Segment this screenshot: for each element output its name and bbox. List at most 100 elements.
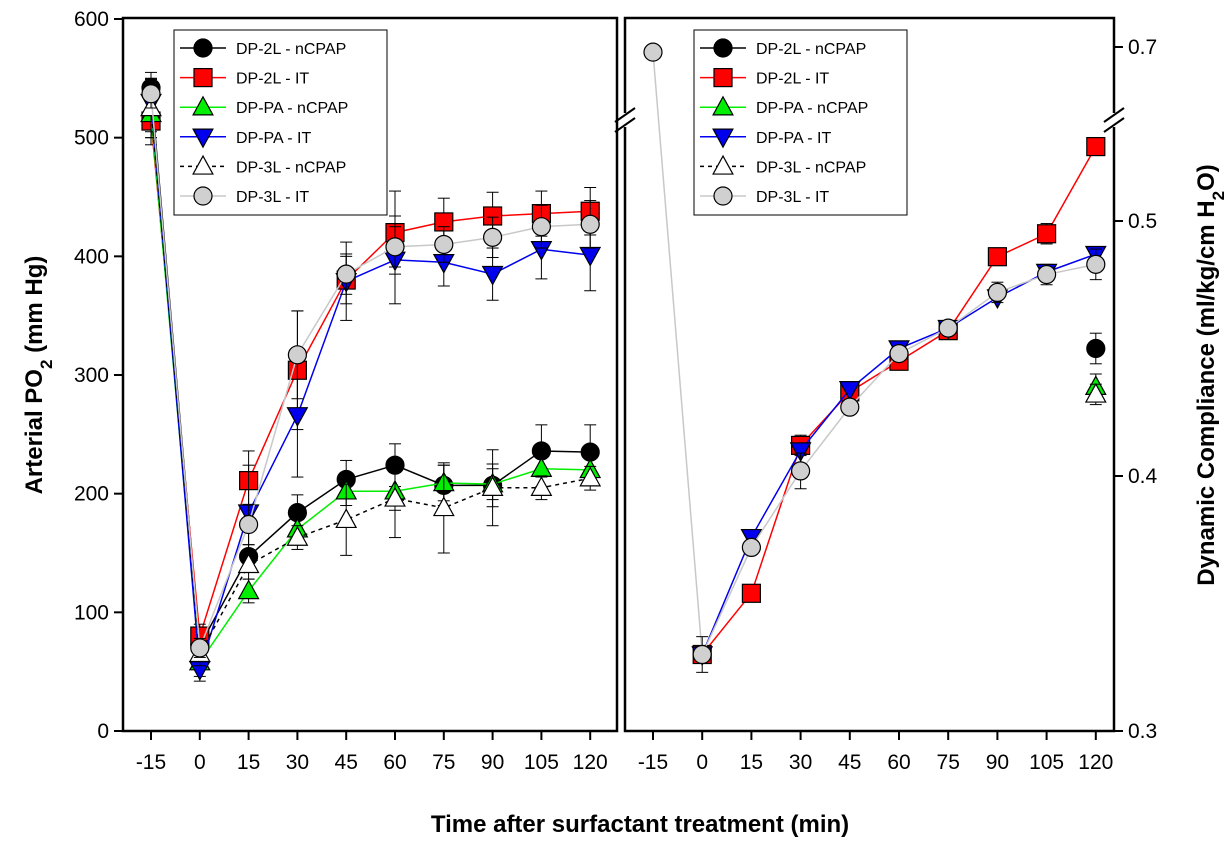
data-point — [481, 265, 504, 286]
data-point — [190, 638, 210, 658]
left-chart: 0 100 200 300 400 500 600 -15 0 15 30 45 60 75 90 105 12… — [21, 8, 619, 774]
data-point — [237, 579, 260, 600]
legend-label: DP-2L - IT — [236, 71, 309, 88]
x-tick-label: 30 — [789, 751, 812, 774]
legend-box — [693, 29, 908, 216]
right-chart: 0.3 0.4 0.5 0.7 -15 0 15 30 45 60 75 90 105 120 Dynami… — [614, 16, 1228, 774]
legend-label: DP-PA - IT — [236, 130, 311, 147]
break-slash — [614, 107, 636, 123]
data-point — [483, 227, 503, 247]
x-tick-label: 90 — [481, 751, 504, 774]
legend-marker — [193, 67, 213, 88]
right-y-axis-title: Dynamic Compliance (ml/kg/cm H2O) — [1193, 164, 1228, 586]
y-axis-title-subscript: 2 — [1209, 191, 1228, 200]
data-point — [481, 476, 504, 496]
data-point — [1086, 338, 1106, 359]
y-tick-label: 0.5 — [1128, 210, 1157, 233]
x-tick-label: 120 — [1078, 751, 1113, 774]
x-tick-label: 15 — [237, 751, 260, 774]
x-tick-label: -15 — [136, 751, 166, 774]
x-tick-label: -15 — [638, 751, 668, 774]
data-point — [287, 345, 307, 365]
x-tick-label: 75 — [432, 751, 455, 774]
x-tick-label: 60 — [887, 751, 910, 774]
legend-label: DP-PA - IT — [756, 130, 831, 147]
break-slash — [614, 117, 636, 133]
legend-label: DP-2L - nCPAP — [236, 41, 346, 58]
legend-label: DP-PA - nCPAP — [236, 100, 348, 117]
y-tick-label: 200 — [74, 483, 109, 506]
y-axis-title-unit: (mm Hg) — [21, 256, 48, 360]
series-line — [701, 253, 1097, 655]
x-tick-label: 105 — [524, 751, 559, 774]
data-point — [741, 537, 762, 558]
legend-marker — [712, 154, 734, 175]
data-point — [530, 457, 553, 477]
x-tick-label: 120 — [573, 751, 608, 774]
x-tick-label: 15 — [740, 751, 763, 774]
data-point — [889, 344, 909, 364]
x-tick-label: 0 — [194, 751, 206, 774]
series-dp-2l-ncpap — [1086, 332, 1106, 365]
y-axis-title-unit: O) — [1193, 164, 1220, 191]
legend-label: DP-3L - IT — [756, 189, 829, 206]
data-point — [938, 318, 958, 338]
x-tick-label: 30 — [286, 751, 309, 774]
data-point — [1086, 254, 1106, 274]
x-tick-label: 75 — [937, 751, 960, 774]
legend-label: DP-2L - nCPAP — [756, 41, 866, 58]
data-point — [987, 247, 1008, 267]
series-line — [150, 107, 591, 657]
data-point — [385, 237, 405, 257]
legend-marker — [193, 38, 213, 58]
data-point — [643, 42, 663, 62]
break-slash — [1103, 117, 1125, 133]
x-tick-label: 90 — [986, 751, 1009, 774]
left-legend: DP-2L - nCPAP DP-2L - IT DP-PA - nCPAP DP-P… — [173, 29, 388, 216]
data-point — [286, 407, 309, 427]
legend-marker — [712, 95, 734, 116]
data-point — [141, 84, 161, 104]
data-point — [530, 476, 553, 496]
axis-break — [614, 107, 1125, 133]
x-tick-label: 45 — [838, 751, 861, 774]
legend-label: DP-PA - nCPAP — [756, 100, 868, 117]
data-point — [432, 496, 455, 517]
y-tick-label: 0.7 — [1128, 36, 1157, 59]
y-tick-label: 600 — [74, 8, 109, 31]
series-line — [652, 52, 1096, 658]
legend-box — [173, 29, 388, 216]
left-y-axis-title: Arterial PO2 (mm Hg) — [21, 256, 56, 495]
series-line — [701, 146, 1097, 655]
legend-marker — [712, 128, 734, 149]
y-tick-label: 0 — [97, 720, 109, 743]
data-point — [790, 461, 811, 481]
x-axis-title: Time after surfactant treatment (min) — [431, 811, 849, 838]
legend-label: DP-3L - nCPAP — [756, 159, 866, 176]
right-plot-frame — [623, 16, 1116, 733]
data-point — [237, 553, 260, 574]
y-tick-label: 300 — [74, 364, 109, 387]
series-dp-2l-it — [692, 136, 1106, 665]
legend-marker — [713, 38, 733, 58]
data-point — [239, 514, 259, 535]
series-dp-3l-ncpap — [1084, 382, 1107, 406]
y-tick-label: 100 — [74, 601, 109, 624]
legend-label: DP-2L - IT — [756, 71, 829, 88]
legend-label: DP-3L - nCPAP — [236, 159, 346, 176]
x-tick-label: 60 — [383, 751, 406, 774]
series-dp-3l-it — [643, 42, 1106, 673]
legend-marker — [713, 67, 733, 88]
y-tick-label: 500 — [74, 127, 109, 150]
data-point — [336, 264, 356, 284]
data-point — [692, 644, 712, 665]
legend-label: DP-3L - IT — [236, 189, 309, 206]
data-point — [579, 246, 602, 267]
legend-marker — [192, 128, 214, 149]
y-tick-label: 400 — [74, 245, 109, 268]
data-point — [579, 466, 602, 487]
y-tick-label: 0.4 — [1128, 465, 1158, 488]
data-point — [1036, 264, 1057, 285]
data-point — [789, 442, 812, 463]
